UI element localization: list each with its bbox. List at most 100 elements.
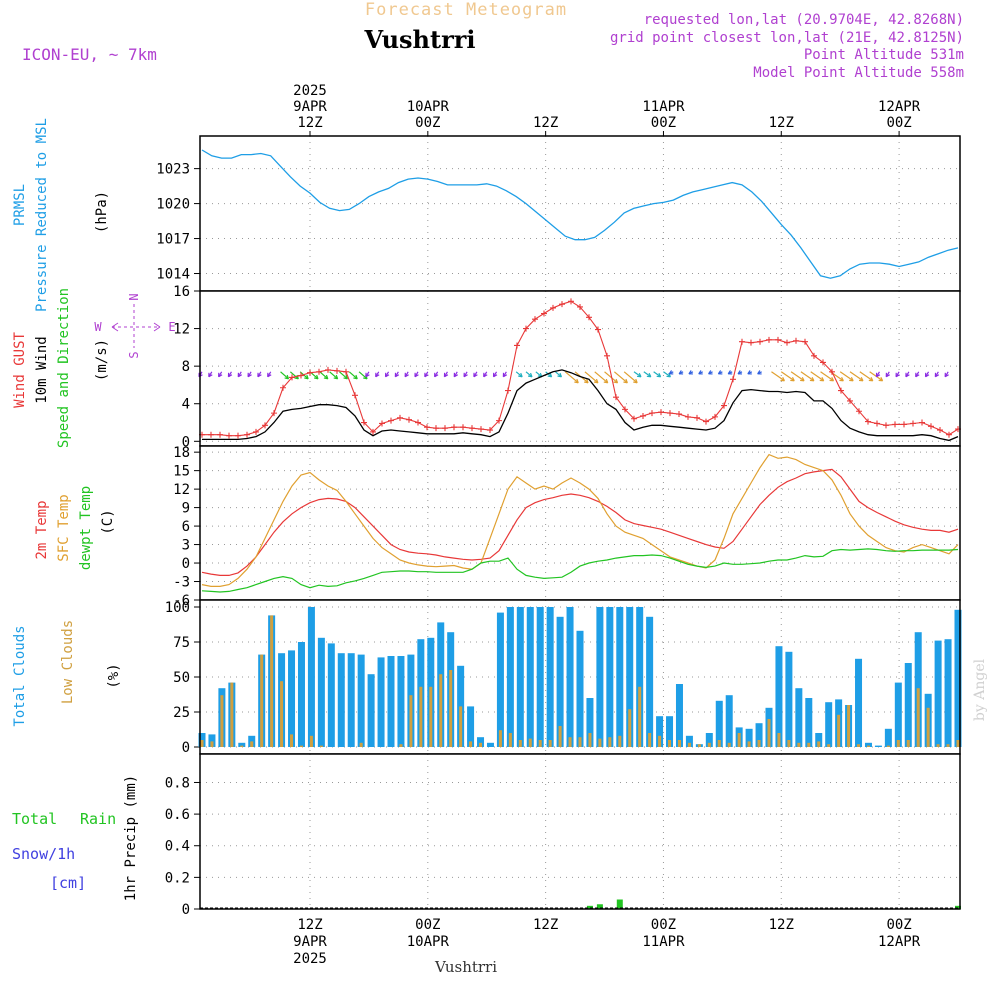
wind-arrow-head (434, 372, 439, 378)
footer-location: Vushtrri (434, 958, 497, 976)
total-cloud-bar (546, 607, 554, 747)
low-cloud-bar (787, 740, 791, 747)
panel-bg (200, 754, 960, 909)
wind-arrow-head (353, 374, 358, 380)
total-cloud-bar (715, 700, 723, 747)
panel-precip: 0 0.2 0.4 0.6 0.8 (165, 753, 961, 918)
ytick-label: 0 (182, 434, 190, 450)
wind-arrow-head (384, 372, 390, 378)
gust-marker (523, 325, 529, 332)
wind-arrow (515, 371, 523, 378)
wind-arrow (329, 371, 339, 380)
total-cloud-bar (357, 654, 365, 747)
top-time-label: 12Z (297, 115, 322, 131)
prmsl-unit-label: (hPa) (94, 191, 110, 233)
ytick-label: 1023 (156, 162, 190, 178)
gust-marker (325, 366, 331, 373)
snow-label: Snow/1h (12, 845, 75, 863)
total-cloud-bar (288, 650, 296, 747)
rain-bar (955, 905, 961, 909)
total-cloud-bar (556, 616, 564, 747)
gust-marker (253, 428, 259, 435)
total-cloud-bar (705, 733, 713, 747)
gust-marker (676, 411, 682, 418)
gust-marker (433, 425, 439, 432)
panel-pressure: 1014 1017 1020 1023 (156, 135, 961, 292)
total-cloud-bar (745, 728, 753, 747)
low-cloud-bar (886, 745, 890, 747)
wind-arrow-head (267, 372, 272, 378)
sfc-temp-line (201, 453, 959, 587)
wind-arrow (839, 371, 854, 382)
gust-marker (370, 428, 376, 435)
wind-dir-label: Speed and Direction (56, 288, 72, 448)
wind-arrow-head (790, 376, 795, 382)
low-cloud-bar (827, 744, 831, 747)
low-cloud-bar (618, 735, 622, 747)
panel-bg (200, 291, 960, 446)
wind-arrow (555, 371, 562, 378)
ytick-label: 0.4 (165, 839, 190, 855)
total-cloud-bar (636, 607, 644, 747)
panel-bg (200, 136, 960, 291)
wind-arrow-head (944, 372, 949, 378)
gust-marker (568, 298, 574, 305)
low-cloud-bar (588, 733, 592, 747)
wind-arrow (800, 371, 815, 382)
wind-arrow-head (666, 372, 671, 378)
wind-arrow (319, 371, 329, 380)
total-cloud-bar (586, 698, 594, 747)
low-cloud-bar (230, 682, 234, 747)
low-cloud-bar (857, 744, 861, 747)
gust-marker (856, 408, 862, 415)
ytick-label: 9 (182, 501, 190, 517)
compass-south: S (127, 351, 141, 358)
low-cloud-bar (319, 745, 323, 747)
wind-arrow (653, 371, 661, 378)
total-cloud-bar (536, 607, 544, 747)
ytick-label: 1014 (156, 267, 190, 283)
rain-bar (596, 904, 603, 909)
low-cloud-bar (926, 707, 930, 747)
wind-arrow-head (394, 372, 400, 378)
total-cloud-bar (616, 607, 624, 747)
gust-marker (847, 397, 853, 404)
bottom-time-label: 12Z (533, 917, 558, 933)
product-title: Forecast Meteogram (365, 0, 567, 20)
wind-arrow-head (708, 370, 713, 375)
gust-marker (424, 424, 430, 431)
gust-marker (667, 410, 673, 417)
wind10m-label: 10m Wind (34, 336, 50, 403)
low-cloud-bar (498, 730, 502, 747)
low-cloud-bar (250, 741, 254, 747)
top-time-label: 12APR (878, 99, 921, 115)
credit-watermark: by Angel (972, 658, 988, 721)
total-cloud-bar (785, 651, 793, 747)
precip-unit-label: 1hr Precip (mm) (123, 775, 139, 901)
low-cloud-bar (439, 674, 443, 747)
total-cloud-bar (208, 734, 216, 747)
gust-marker (388, 417, 394, 424)
low-cloud-bar (757, 740, 761, 747)
low-cloud-bar (399, 744, 403, 747)
wind-arrow (339, 371, 348, 380)
wind-arrow-head (878, 376, 884, 382)
ytick-label: -3 (173, 575, 190, 591)
gust-marker (811, 352, 817, 359)
total-cloud-bar (327, 643, 335, 747)
compass-east: E (168, 320, 175, 334)
gust-marker (703, 418, 709, 425)
total-cloud-bar (387, 656, 395, 747)
low-cloud-bar (847, 705, 851, 747)
compass-rose: N S W E (94, 293, 175, 358)
low-cloud-bar (707, 742, 711, 747)
wind-arrow (613, 371, 628, 384)
wind-unit-label: (m/s) (94, 339, 110, 381)
total-cloud-bar (685, 735, 693, 747)
compass-north: N (127, 293, 141, 300)
rain-bar (616, 899, 623, 909)
total-cloud-bar (566, 607, 574, 747)
wind-arrow-head (800, 376, 805, 382)
gust-marker (694, 414, 700, 421)
ytick-label: 18 (173, 445, 190, 461)
